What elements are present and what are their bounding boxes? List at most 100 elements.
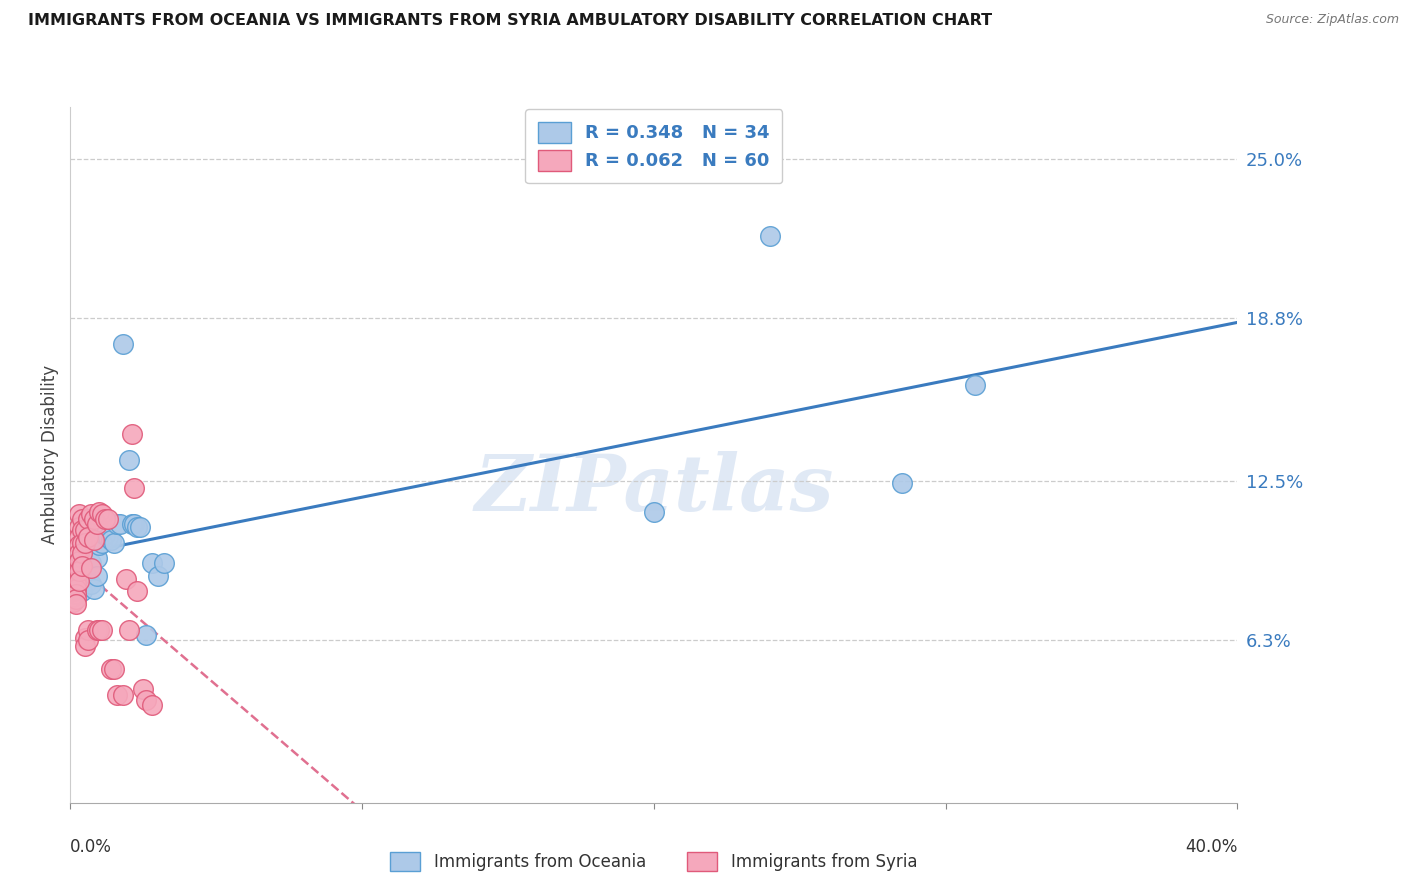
Point: [62, 584, 84, 599]
Point: [89, 538, 111, 552]
Y-axis label: Ambulatory Disability: Ambulatory Disability: [41, 366, 59, 544]
Point: [132, 682, 155, 697]
Point: [76, 564, 98, 578]
Point: [73, 639, 96, 653]
Point: [76, 623, 98, 637]
Point: [94, 512, 117, 526]
Point: [100, 533, 122, 547]
Legend: Immigrants from Oceania, Immigrants from Syria: Immigrants from Oceania, Immigrants from…: [384, 846, 924, 878]
Text: 0.0%: 0.0%: [70, 838, 112, 856]
Point: [67, 520, 90, 534]
Point: [129, 520, 152, 534]
Point: [62, 576, 84, 591]
Point: [65, 598, 87, 612]
Point: [65, 558, 87, 573]
Point: [76, 530, 98, 544]
Text: Source: ZipAtlas.com: Source: ZipAtlas.com: [1265, 13, 1399, 27]
Point: [141, 698, 163, 712]
Point: [67, 553, 90, 567]
Point: [62, 595, 84, 609]
Point: [890, 476, 912, 491]
Point: [65, 574, 87, 589]
Point: [62, 579, 84, 593]
Point: [76, 574, 98, 589]
Point: [70, 584, 93, 599]
Point: [146, 569, 169, 583]
Point: [65, 564, 87, 578]
Point: [65, 569, 87, 583]
Point: [86, 551, 108, 566]
Point: [67, 564, 90, 578]
Point: [108, 517, 131, 532]
Point: [65, 587, 87, 601]
Point: [86, 517, 108, 532]
Point: [100, 662, 122, 676]
Point: [80, 507, 103, 521]
Point: [103, 662, 125, 676]
Point: [86, 623, 108, 637]
Point: [73, 558, 96, 573]
Point: [67, 574, 90, 589]
Point: [65, 576, 87, 591]
Point: [83, 533, 105, 547]
Point: [70, 551, 93, 566]
Point: [111, 337, 134, 351]
Point: [152, 556, 174, 570]
Point: [73, 523, 96, 537]
Point: [80, 576, 103, 591]
Point: [114, 572, 136, 586]
Point: [89, 623, 111, 637]
Point: [118, 453, 141, 467]
Point: [963, 378, 986, 392]
Point: [67, 538, 90, 552]
Point: [80, 561, 103, 575]
Point: [70, 512, 93, 526]
Point: [135, 692, 157, 706]
Point: [124, 517, 146, 532]
Point: [89, 505, 111, 519]
Point: [105, 517, 128, 532]
Point: [73, 631, 96, 645]
Point: [67, 546, 90, 560]
Point: [127, 520, 149, 534]
Point: [118, 623, 141, 637]
Point: [759, 228, 782, 243]
Point: [97, 512, 120, 526]
Point: [105, 688, 128, 702]
Point: [643, 505, 665, 519]
Point: [70, 546, 93, 560]
Point: [121, 427, 143, 442]
Point: [124, 482, 146, 496]
Point: [62, 590, 84, 604]
Point: [65, 592, 87, 607]
Text: ZIPatlas: ZIPatlas: [474, 451, 834, 528]
Point: [121, 517, 143, 532]
Point: [76, 512, 98, 526]
Point: [91, 507, 114, 521]
Point: [94, 528, 117, 542]
Point: [70, 523, 93, 537]
Point: [135, 628, 157, 642]
Point: [127, 584, 149, 599]
Text: 40.0%: 40.0%: [1185, 838, 1237, 856]
Point: [83, 582, 105, 596]
Point: [62, 584, 84, 599]
Point: [103, 535, 125, 549]
Point: [91, 623, 114, 637]
Point: [65, 582, 87, 596]
Point: [73, 535, 96, 549]
Point: [67, 530, 90, 544]
Point: [97, 530, 120, 544]
Point: [67, 507, 90, 521]
Point: [67, 564, 90, 578]
Point: [70, 535, 93, 549]
Point: [83, 512, 105, 526]
Point: [76, 633, 98, 648]
Point: [91, 535, 114, 549]
Text: IMMIGRANTS FROM OCEANIA VS IMMIGRANTS FROM SYRIA AMBULATORY DISABILITY CORRELATI: IMMIGRANTS FROM OCEANIA VS IMMIGRANTS FR…: [28, 13, 993, 29]
Point: [141, 556, 163, 570]
Point: [80, 556, 103, 570]
Point: [65, 569, 87, 583]
Point: [86, 569, 108, 583]
Point: [70, 558, 93, 573]
